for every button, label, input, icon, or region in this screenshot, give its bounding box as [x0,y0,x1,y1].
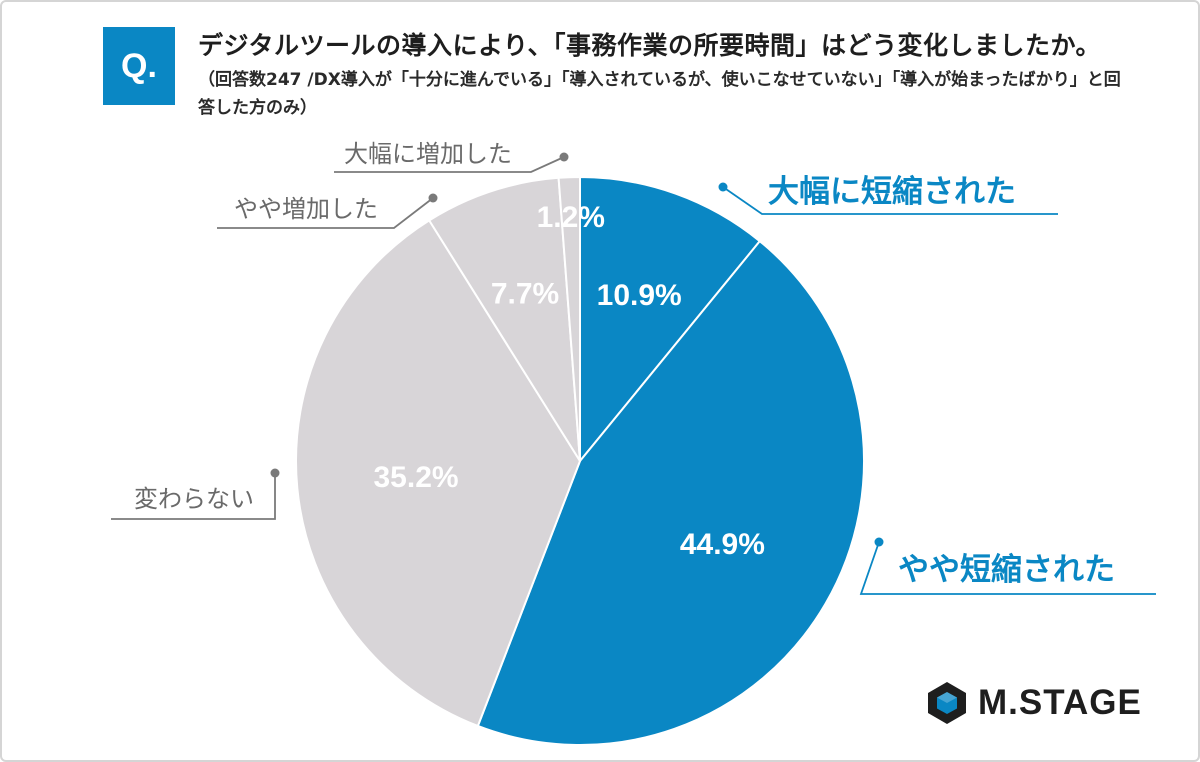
leader-line-0 [722,186,1058,215]
leader-dot-1 [874,537,884,547]
brand-logo: M.STAGE [924,680,1142,726]
pie-slice-1 [476,240,865,746]
hexagon-logo-icon [928,682,966,724]
pie-slice-0 [579,176,761,462]
leader-dot-3 [428,193,438,203]
logo-text: M.STAGE [978,683,1142,722]
category-label-2: 変わらない [134,485,254,513]
pie-slice-2 [295,219,581,727]
slice-value-label-4: 1.2% [537,201,605,234]
category-label-3: やや増加した [234,195,378,223]
slice-value-label-2: 35.2% [373,461,458,494]
leader-line-2 [111,473,276,520]
leader-line-3 [217,197,434,229]
leader-line-1 [859,541,1156,595]
leader-dot-2 [270,468,280,478]
slice-value-label-3: 7.7% [491,278,559,311]
pie-slice-3 [428,176,581,462]
leader-line-4 [334,156,565,173]
slice-value-label-1: 44.9% [680,528,765,561]
slice-value-label-0: 10.9% [597,279,682,312]
leader-dot-0 [718,182,728,192]
question-subtitle: （回答数247 /DX導入が「十分に進んでいる」「導入されているが、使いこなせて… [198,70,1121,118]
category-label-4: 大幅に増加した [344,140,512,168]
pie-slice-4 [557,176,581,462]
leader-dot-4 [559,152,569,162]
question-title: デジタルツールの導入により、「事務作業の所要時間」はどう変化しましたか。 [198,31,1102,60]
question-badge: Q. [103,27,175,105]
category-label-0: 大幅に短縮された [768,174,1016,210]
category-label-1: やや短縮された [898,552,1115,588]
